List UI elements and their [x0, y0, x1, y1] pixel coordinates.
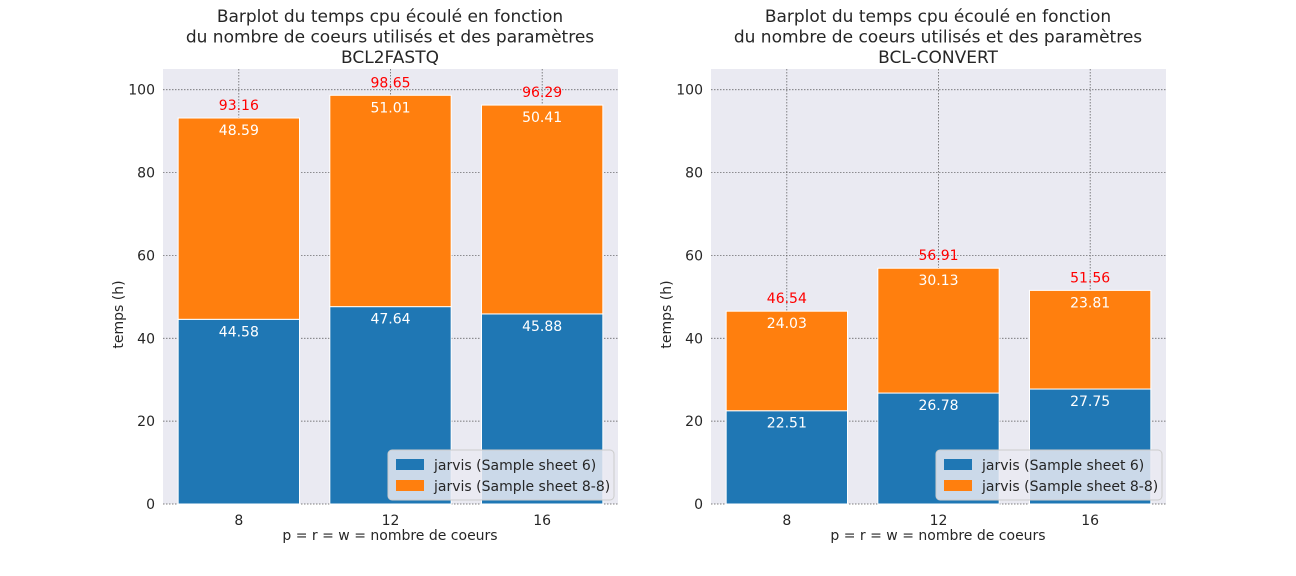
bar-value-label: 30.13 — [918, 273, 958, 289]
chart-title-line: Barplot du temps cpu écoulé en fonction — [765, 7, 1111, 27]
bar-segment — [877, 267, 1000, 394]
total-label: 96.29 — [522, 85, 562, 101]
legend-entry-label: jarvis (Sample sheet 6) — [981, 458, 1144, 474]
y-axis-label: temps (h) — [659, 280, 675, 348]
chart-title-line: BCL-CONVERT — [878, 48, 998, 68]
chart-title-line: du nombre de coeurs utilisés et des para… — [186, 28, 594, 48]
total-label: 56.91 — [918, 248, 958, 264]
chart-panel-1: 0 20 40 60 80 100 8 12 16 44.58 47.64 45.88 48.59 51.… — [111, 7, 618, 544]
legend-swatch — [396, 480, 424, 491]
y-tick-label: 20 — [137, 414, 155, 430]
total-label: 46.54 — [767, 291, 807, 307]
y-tick-label: 0 — [146, 497, 155, 513]
legend-box — [935, 449, 1163, 501]
bar-value-label: 23.81 — [1070, 295, 1110, 311]
y-tick-label: 80 — [685, 166, 703, 182]
y-tick-label: 0 — [694, 497, 703, 513]
bar-value-label: 45.88 — [522, 319, 562, 335]
legend-swatch — [944, 480, 972, 491]
legend: jarvis (Sample sheet 6) jarvis (Sample sh… — [935, 449, 1163, 501]
bar-value-label: 26.78 — [918, 398, 958, 414]
bar-segment — [177, 318, 301, 505]
bar-value-label: 48.59 — [219, 123, 259, 139]
y-tick-label: 40 — [137, 331, 155, 347]
y-tick-label: 60 — [137, 248, 155, 264]
chart-title-line: du nombre de coeurs utilisés et des para… — [734, 28, 1142, 48]
y-tick-label: 60 — [685, 248, 703, 264]
bar-value-label: 24.03 — [767, 316, 807, 332]
x-tick-label: 16 — [533, 513, 551, 529]
x-tick-label: 16 — [1081, 513, 1099, 529]
x-tick-label: 12 — [382, 513, 400, 529]
y-tick-label: 80 — [137, 166, 155, 182]
x-axis-label: p = r = w = nombre de coeurs — [282, 528, 497, 544]
y-axis-label: temps (h) — [111, 280, 127, 348]
bar-segment — [329, 94, 452, 308]
chart-title-line: Barplot du temps cpu écoulé en fonction — [217, 7, 563, 27]
bar-value-label: 44.58 — [219, 324, 259, 340]
x-tick-label: 8 — [234, 513, 243, 529]
x-tick-label: 8 — [782, 513, 791, 529]
chart-panel-2: 0 20 40 60 80 100 8 12 16 22.51 26.78 27.75 24.03 30.… — [659, 7, 1166, 544]
bar-segment — [177, 117, 301, 320]
y-tick-label: 40 — [685, 331, 703, 347]
chart-title-line: BCL2FASTQ — [341, 48, 439, 68]
bar-value-label: 22.51 — [767, 416, 807, 432]
total-label: 93.16 — [219, 98, 259, 114]
y-tick-label: 20 — [685, 414, 703, 430]
total-label: 98.65 — [370, 75, 410, 91]
legend-swatch — [944, 459, 972, 470]
legend-box — [387, 449, 615, 501]
total-label: 51.56 — [1070, 270, 1110, 286]
bar-value-label: 27.75 — [1070, 394, 1110, 410]
legend-swatch — [396, 459, 424, 470]
x-axis-label: p = r = w = nombre de coeurs — [830, 528, 1045, 544]
bar-segment — [725, 310, 849, 412]
x-tick-label: 12 — [930, 513, 948, 529]
legend-entry-label: jarvis (Sample sheet 8-8) — [433, 479, 610, 495]
bar-segment — [481, 104, 604, 315]
bar-value-label: 51.01 — [370, 100, 410, 116]
bar-segment — [1029, 289, 1152, 390]
legend-entry-label: jarvis (Sample sheet 6) — [433, 458, 596, 474]
y-tick-label: 100 — [128, 83, 155, 99]
y-tick-label: 100 — [676, 83, 703, 99]
legend-entry-label: jarvis (Sample sheet 8-8) — [981, 479, 1158, 495]
bar-value-label: 50.41 — [522, 110, 562, 126]
legend: jarvis (Sample sheet 6) jarvis (Sample sh… — [387, 449, 615, 501]
bar-value-label: 47.64 — [370, 312, 410, 328]
